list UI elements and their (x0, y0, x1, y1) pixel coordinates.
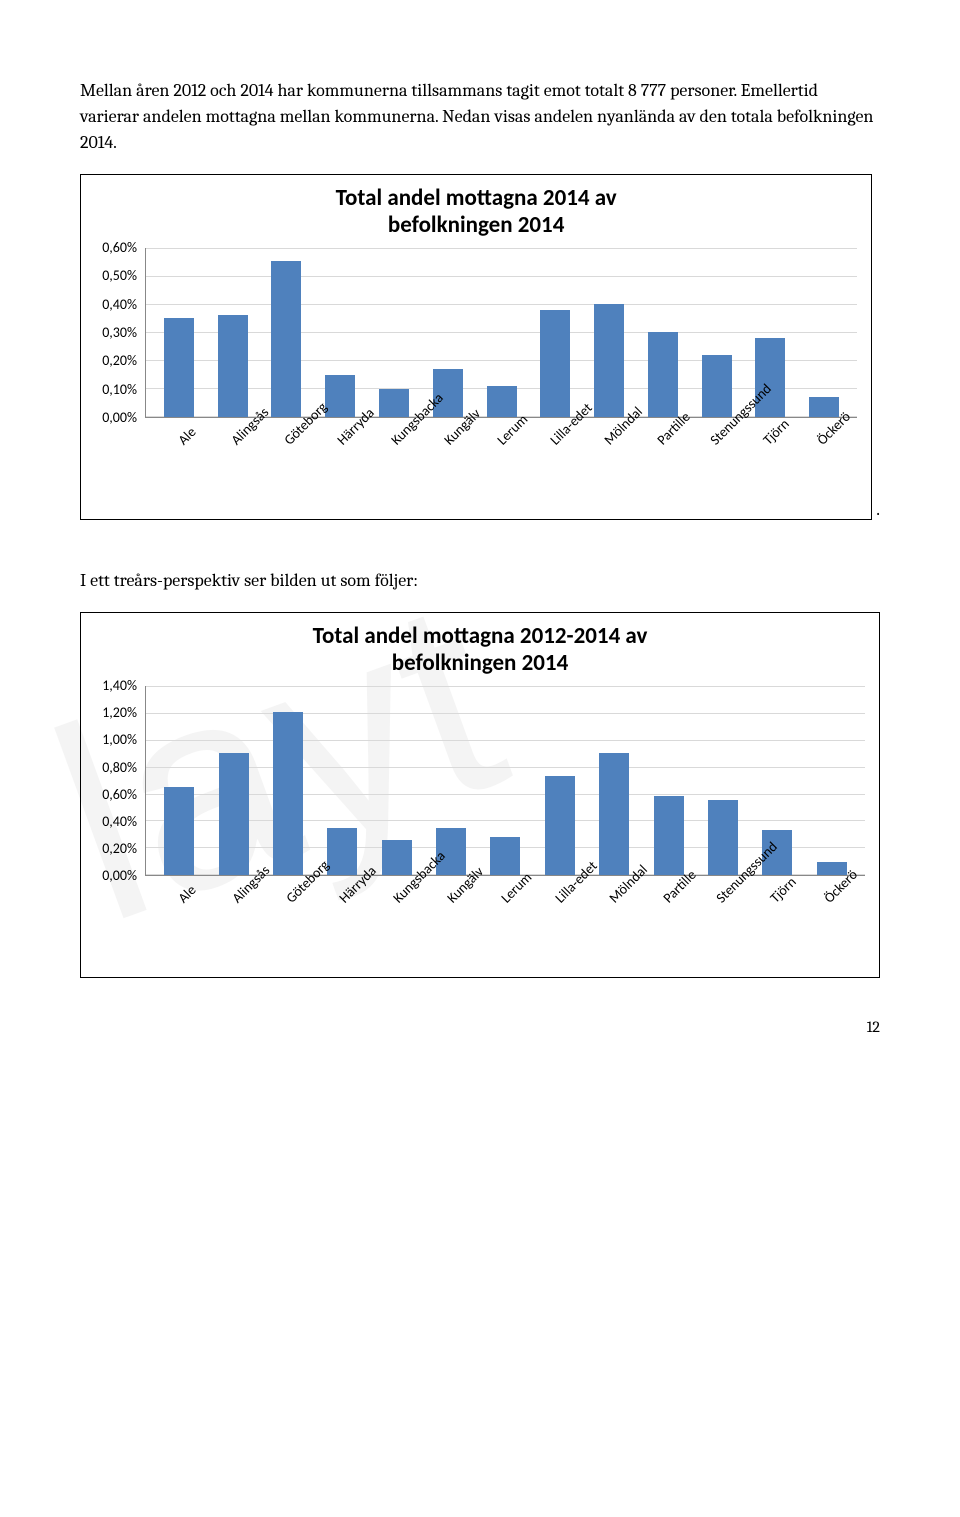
bar (540, 310, 570, 418)
chart-title-line2: befolkningen 2014 (388, 211, 564, 239)
x-tick-label: Härryda (334, 415, 367, 448)
x-axis: Ale Alingsås Göteborg Härryda Kungsbacka Kung… (153, 876, 865, 903)
chart-trailing-dot: . (876, 499, 880, 520)
x-tick-label: Kungälv (444, 873, 477, 906)
x-tick-label: Ale (174, 415, 207, 448)
bar (164, 318, 194, 417)
bar (487, 386, 517, 417)
bar (594, 304, 624, 417)
y-axis: 1,40%1,20%1,00%0,80%0,60%0,40%0,20%0,00% (95, 686, 145, 876)
y-axis: 0,60%0,50%0,40%0,30%0,20%0,10%0,00% (95, 248, 145, 418)
bar (382, 840, 412, 875)
bar (379, 389, 409, 417)
bar (490, 837, 520, 875)
x-tick-label: Kungsbacka (390, 873, 423, 906)
x-tick-label: Lilla-edet (547, 415, 580, 448)
x-tick-label: Mölndal (605, 873, 638, 906)
x-tick-label: Lilla-edet (551, 873, 584, 906)
x-tick-label: Alingsås (228, 873, 261, 906)
x-axis: Ale Alingsås Göteborg Härryda Kungsbacka Kung… (153, 418, 857, 445)
mid-paragraph: I ett treårs-perspektiv ser bilden ut so… (80, 568, 880, 594)
x-tick-label: Göteborg (282, 873, 315, 906)
x-tick-label: Stenungssund (707, 415, 740, 448)
x-tick-label: Tjörn (760, 415, 793, 448)
intro-paragraph: Mellan åren 2012 och 2014 har kommunerna… (80, 78, 880, 156)
page-number: 12 (80, 1018, 880, 1036)
x-tick-label: Göteborg (281, 415, 314, 448)
x-tick-label: Kungsbacka (387, 415, 420, 448)
x-tick-label: Lerum (494, 415, 527, 448)
bar (599, 753, 629, 875)
plot-area (145, 686, 865, 876)
bar (654, 796, 684, 875)
x-tick-label: Partille (659, 873, 692, 906)
bar (218, 315, 248, 417)
x-tick-label: Stenungssund (713, 873, 746, 906)
x-tick-label: Mölndal (600, 415, 633, 448)
bar (219, 753, 249, 875)
chart-2014: Total andel mottagna 2014 av befolkninge… (80, 174, 872, 520)
bar (708, 800, 738, 875)
x-tick-label: Kungälv (440, 415, 473, 448)
bar (164, 787, 194, 875)
bar (702, 355, 732, 417)
x-tick-label: Tjörn (767, 873, 800, 906)
x-tick-label: Alingsås (227, 415, 260, 448)
bars (146, 686, 865, 875)
chart-title-line1: Total andel mottagna 2014 av (336, 184, 617, 212)
chart-title: Total andel mottagna 2014 av befolkninge… (95, 185, 857, 238)
x-tick-label: Ale (174, 873, 207, 906)
x-tick-label: Lerum (497, 873, 530, 906)
chart-title: Total andel mottagna 2012-2014 av befolk… (95, 623, 865, 676)
chart-title-line1: Total andel mottagna 2012-2014 av (313, 622, 648, 650)
bar (648, 332, 678, 417)
chart-title-line2: befolkningen 2014 (392, 649, 568, 677)
x-tick-label: Öckerö (821, 873, 854, 906)
x-tick-label: Öckerö (813, 415, 846, 448)
x-tick-label: Partille (653, 415, 686, 448)
chart-2012-2014: Total andel mottagna 2012-2014 av befolk… (80, 612, 880, 978)
bar (545, 776, 575, 875)
x-tick-label: Härryda (336, 873, 369, 906)
bar (273, 712, 303, 875)
bar (271, 261, 301, 417)
